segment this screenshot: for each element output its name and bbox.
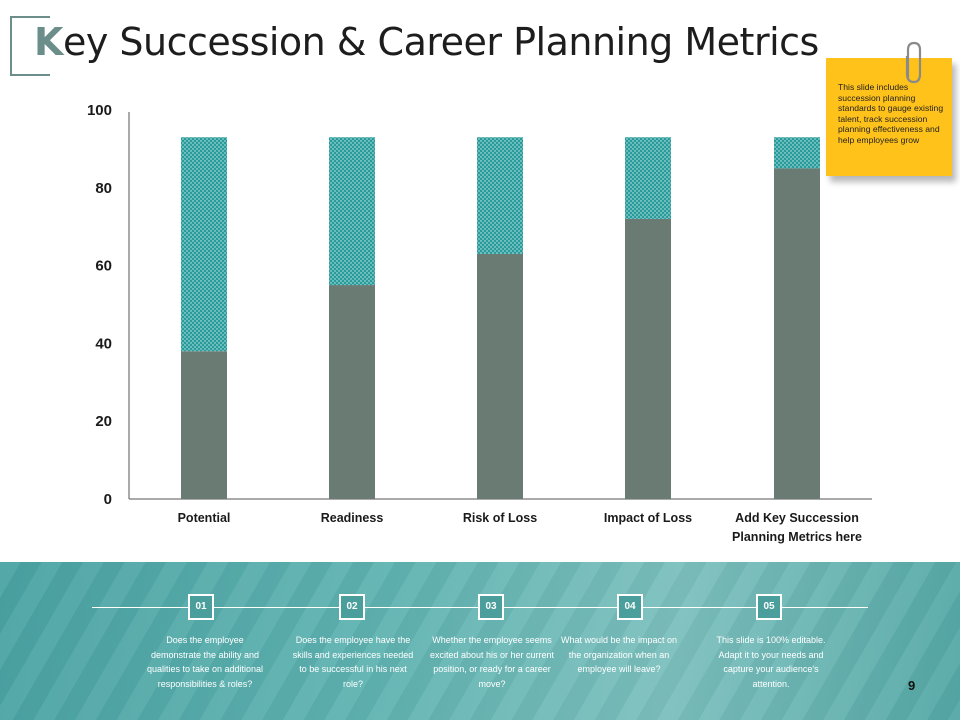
y-tick-label: 100 [87, 102, 112, 119]
step-badge-04: 04 [617, 594, 643, 620]
title-rest: ey Succession & Career Planning Metrics [62, 20, 819, 64]
sticky-note-text: This slide includes succession planning … [838, 82, 944, 145]
x-category-label: Readiness [321, 511, 384, 525]
x-category-label: Add Key Succession [735, 511, 859, 525]
bar-series2-1 [329, 137, 375, 286]
page-title: Key Succession & Career Planning Metrics [34, 20, 819, 64]
bar-series2-0 [181, 137, 227, 352]
bar-series2-3 [625, 137, 671, 219]
bar-chart: 0 20 40 60 80 100 Potential Readiness Risk of L… [87, 102, 872, 544]
y-tick-label: 0 [104, 491, 112, 508]
step-badge-02: 02 [339, 594, 365, 620]
bar-series1-1 [329, 285, 375, 499]
step-description-02: Does the employee have the skills and ex… [292, 635, 414, 689]
y-tick-label: 20 [95, 413, 112, 430]
step-description-04: What would be the impact on the organiza… [560, 635, 678, 674]
bar-series2-2 [477, 137, 523, 254]
step-description-01: Does the employee demonstrate the abilit… [146, 635, 264, 689]
step-badge-01: 01 [188, 594, 214, 620]
step-badge-03: 03 [478, 594, 504, 620]
y-tick-label: 80 [95, 180, 112, 197]
x-category-label: Potential [178, 511, 231, 525]
x-category-label: Impact of Loss [604, 511, 692, 525]
bar-series1-4 [774, 168, 820, 499]
bar-series2-4 [774, 137, 820, 169]
bar-series1-2 [477, 253, 523, 499]
x-category-label: Planning Metrics here [732, 530, 862, 544]
x-category-label: Risk of Loss [463, 511, 537, 525]
paperclip-icon [905, 41, 922, 84]
page-number: 9 [908, 678, 916, 693]
sticky-note [826, 58, 952, 176]
y-tick-label: 60 [95, 258, 112, 275]
bar-series1-0 [181, 351, 227, 499]
title-bracket [10, 16, 50, 76]
step-description-05: This slide is 100% editable. Adapt it to… [716, 635, 826, 689]
title-first-letter: K [34, 20, 63, 64]
step-badge-05: 05 [756, 594, 782, 620]
footer-band [0, 562, 960, 720]
bar-series1-3 [625, 218, 671, 500]
y-tick-label: 40 [95, 335, 112, 352]
step-description-03: Whether the employee seems excited about… [429, 635, 555, 689]
